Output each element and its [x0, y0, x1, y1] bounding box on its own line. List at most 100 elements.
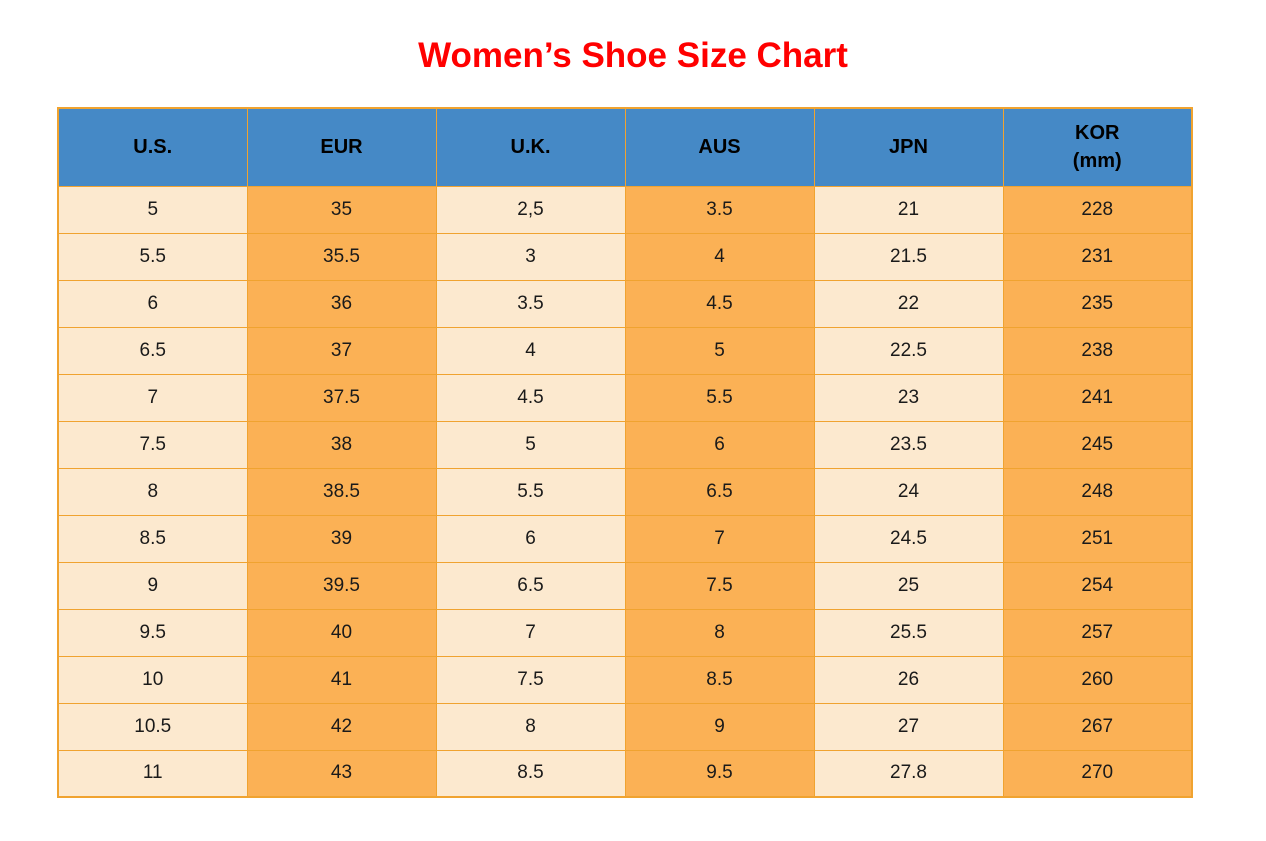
cell-kor: 260 — [1002, 655, 1193, 704]
cell-kor: 267 — [1002, 702, 1193, 751]
cell-aus: 3.5 — [624, 185, 815, 234]
table-row: 10.5 42 8 9 27 267 — [57, 702, 1193, 751]
cell-jpn: 24.5 — [813, 514, 1004, 563]
column-header-label: AUS — [698, 136, 741, 159]
cell-aus: 6 — [624, 420, 815, 469]
cell-us: 7.5 — [57, 420, 248, 469]
cell-uk: 3.5 — [435, 279, 626, 328]
cell-kor: 257 — [1002, 608, 1193, 657]
cell-uk: 8 — [435, 702, 626, 751]
cell-eur: 35.5 — [246, 232, 437, 281]
cell-us: 8.5 — [57, 514, 248, 563]
cell-jpn: 21.5 — [813, 232, 1004, 281]
column-header-label: EUR — [320, 136, 363, 159]
cell-us: 11 — [57, 749, 248, 798]
cell-kor: 245 — [1002, 420, 1193, 469]
cell-uk: 2,5 — [435, 185, 626, 234]
cell-jpn: 21 — [813, 185, 1004, 234]
cell-kor: 254 — [1002, 561, 1193, 610]
cell-aus: 5 — [624, 326, 815, 375]
cell-us: 10 — [57, 655, 248, 704]
cell-us: 5 — [57, 185, 248, 234]
cell-aus: 7.5 — [624, 561, 815, 610]
cell-kor: 228 — [1002, 185, 1193, 234]
cell-eur: 36 — [246, 279, 437, 328]
table-row: 7.5 38 5 6 23.5 245 — [57, 420, 1193, 469]
table-body: 5 35 2,5 3.5 21 228 5.5 35.5 3 4 21.5 231 6 36 3.5 4.5 2… — [57, 185, 1193, 798]
column-header-label: KOR — [1075, 122, 1120, 145]
cell-jpn: 24 — [813, 467, 1004, 516]
cell-kor: 270 — [1002, 749, 1193, 798]
cell-eur: 42 — [246, 702, 437, 751]
cell-eur: 37 — [246, 326, 437, 375]
table-row: 9.5 40 7 8 25.5 257 — [57, 608, 1193, 657]
cell-uk: 7.5 — [435, 655, 626, 704]
cell-eur: 40 — [246, 608, 437, 657]
column-header-sublabel: (mm) — [1072, 150, 1122, 173]
table-row: 8 38.5 5.5 6.5 24 248 — [57, 467, 1193, 516]
cell-eur: 35 — [246, 185, 437, 234]
table-row: 11 43 8.5 9.5 27.8 270 — [57, 749, 1193, 798]
table-row: 7 37.5 4.5 5.5 23 241 — [57, 373, 1193, 422]
page-title: Women’s Shoe Size Chart — [418, 36, 848, 75]
cell-uk: 4.5 — [435, 373, 626, 422]
table-row: 10 41 7.5 8.5 26 260 — [57, 655, 1193, 704]
column-header-eur: EUR — [246, 107, 437, 187]
cell-kor: 248 — [1002, 467, 1193, 516]
cell-jpn: 27 — [813, 702, 1004, 751]
cell-eur: 37.5 — [246, 373, 437, 422]
table-row: 5.5 35.5 3 4 21.5 231 — [57, 232, 1193, 281]
column-header-label: JPN — [889, 136, 928, 159]
cell-aus: 8 — [624, 608, 815, 657]
cell-aus: 4 — [624, 232, 815, 281]
cell-eur: 38.5 — [246, 467, 437, 516]
table-row: 8.5 39 6 7 24.5 251 — [57, 514, 1193, 563]
column-header-label: U.K. — [510, 136, 551, 159]
shoe-size-table: U.S. EUR U.K. AUS JPN KOR (mm) 5 35 2,5 3.5 21 228 5… — [57, 107, 1193, 798]
cell-us: 6.5 — [57, 326, 248, 375]
cell-jpn: 23 — [813, 373, 1004, 422]
cell-eur: 39 — [246, 514, 437, 563]
cell-kor: 231 — [1002, 232, 1193, 281]
cell-aus: 4.5 — [624, 279, 815, 328]
cell-uk: 4 — [435, 326, 626, 375]
table-row: 6 36 3.5 4.5 22 235 — [57, 279, 1193, 328]
cell-us: 10.5 — [57, 702, 248, 751]
cell-uk: 6 — [435, 514, 626, 563]
cell-jpn: 25.5 — [813, 608, 1004, 657]
cell-aus: 7 — [624, 514, 815, 563]
column-header-label: U.S. — [133, 136, 173, 159]
cell-us: 9 — [57, 561, 248, 610]
cell-uk: 6.5 — [435, 561, 626, 610]
cell-us: 9.5 — [57, 608, 248, 657]
cell-uk: 8.5 — [435, 749, 626, 798]
cell-us: 5.5 — [57, 232, 248, 281]
cell-eur: 43 — [246, 749, 437, 798]
table-row: 6.5 37 4 5 22.5 238 — [57, 326, 1193, 375]
cell-uk: 5.5 — [435, 467, 626, 516]
table-row: 5 35 2,5 3.5 21 228 — [57, 185, 1193, 234]
cell-us: 6 — [57, 279, 248, 328]
cell-aus: 9 — [624, 702, 815, 751]
cell-jpn: 23.5 — [813, 420, 1004, 469]
table-header: U.S. EUR U.K. AUS JPN KOR (mm) — [57, 107, 1193, 187]
cell-kor: 238 — [1002, 326, 1193, 375]
column-header-us: U.S. — [57, 107, 248, 187]
cell-eur: 38 — [246, 420, 437, 469]
cell-uk: 7 — [435, 608, 626, 657]
cell-jpn: 26 — [813, 655, 1004, 704]
cell-eur: 39.5 — [246, 561, 437, 610]
header-row: U.S. EUR U.K. AUS JPN KOR (mm) — [57, 107, 1193, 187]
cell-aus: 5.5 — [624, 373, 815, 422]
cell-kor: 241 — [1002, 373, 1193, 422]
cell-aus: 8.5 — [624, 655, 815, 704]
column-header-uk: U.K. — [435, 107, 626, 187]
column-header-jpn: JPN — [813, 107, 1004, 187]
cell-jpn: 25 — [813, 561, 1004, 610]
column-header-kor: KOR (mm) — [1002, 107, 1193, 187]
cell-kor: 235 — [1002, 279, 1193, 328]
cell-eur: 41 — [246, 655, 437, 704]
cell-aus: 9.5 — [624, 749, 815, 798]
cell-jpn: 22.5 — [813, 326, 1004, 375]
column-header-aus: AUS — [624, 107, 815, 187]
